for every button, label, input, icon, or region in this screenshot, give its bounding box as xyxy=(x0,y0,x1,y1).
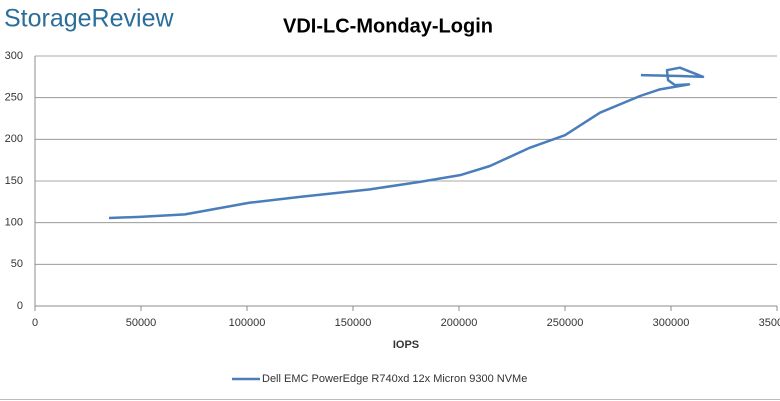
x-tick-label: 200000 xyxy=(441,317,478,329)
y-tick-label: 50 xyxy=(11,258,23,270)
x-tick-label: 250000 xyxy=(547,317,584,329)
chart-title: VDI-LC-Monday-Login xyxy=(283,15,493,37)
x-tick-label: 100000 xyxy=(229,317,266,329)
series-line xyxy=(108,66,705,220)
y-tick-label: 200 xyxy=(5,133,23,145)
x-tick-label: 150000 xyxy=(335,317,372,329)
y-tick-label: 300 xyxy=(5,50,23,62)
x-tick-label: 0 xyxy=(32,317,38,329)
y-tick-label: 250 xyxy=(5,92,23,104)
x-tick-label: 350000 xyxy=(759,317,780,329)
y-tick-label: 0 xyxy=(17,300,23,312)
x-axis-label: IOPS xyxy=(393,339,419,351)
y-tick-label: 150 xyxy=(5,175,23,187)
x-tick-label: 300000 xyxy=(653,317,690,329)
x-tick-label: 50000 xyxy=(126,317,157,329)
y-tick-label: 100 xyxy=(5,217,23,229)
logo: StorageReview xyxy=(4,5,174,33)
legend-label: Dell EMC PowerEdge R740xd 12x Micron 930… xyxy=(262,373,527,385)
